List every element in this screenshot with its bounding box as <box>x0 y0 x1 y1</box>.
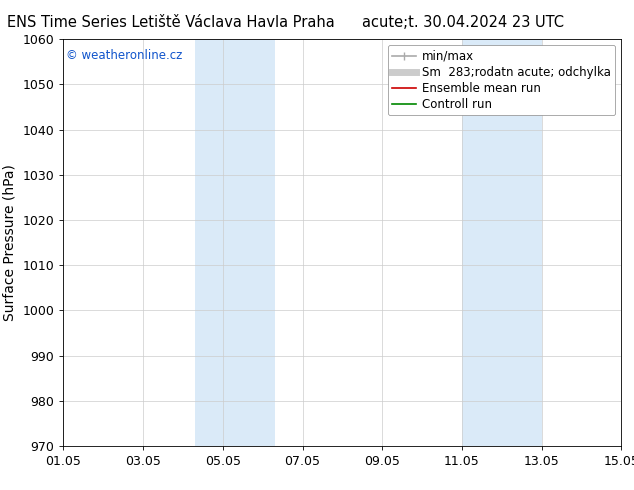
Bar <box>195 39 275 446</box>
Text: acute;t. 30.04.2024 23 UTC: acute;t. 30.04.2024 23 UTC <box>362 15 564 30</box>
Text: © weatheronline.cz: © weatheronline.cz <box>66 49 183 62</box>
Legend: min/max, Sm  283;rodatn acute; odchylka, Ensemble mean run, Controll run: min/max, Sm 283;rodatn acute; odchylka, … <box>387 45 616 116</box>
Text: ENS Time Series Letiště Václava Havla Praha: ENS Time Series Letiště Václava Havla Pr… <box>8 15 335 30</box>
Y-axis label: Surface Pressure (hPa): Surface Pressure (hPa) <box>3 164 17 321</box>
Bar <box>462 39 541 446</box>
